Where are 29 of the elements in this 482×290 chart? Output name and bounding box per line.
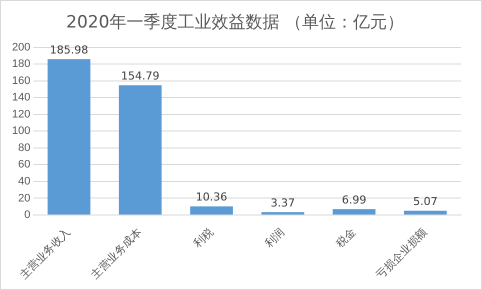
y-tick-label: 180 bbox=[12, 58, 30, 70]
bar bbox=[118, 85, 162, 214]
x-tick-label: 亏损企业损额 bbox=[374, 226, 430, 282]
y-tick-label: 80 bbox=[18, 142, 30, 154]
data-label: 10.36 bbox=[196, 190, 228, 204]
y-tick-label: 0 bbox=[24, 209, 30, 222]
bar bbox=[332, 209, 376, 214]
y-tick-label: 140 bbox=[12, 92, 30, 104]
y-tick-label: 200 bbox=[12, 41, 30, 54]
y-tick-label: 20 bbox=[18, 192, 30, 204]
y-tick-label: 120 bbox=[12, 108, 30, 120]
data-label: 185.98 bbox=[50, 44, 88, 57]
x-tick-label: 主营业务收入 bbox=[17, 226, 74, 282]
bar bbox=[190, 206, 233, 214]
x-tick-label: 利润 bbox=[262, 226, 287, 250]
y-tick-label: 60 bbox=[18, 158, 30, 171]
chart-title: 2020年一季度工业效益数据 （单位：亿元） bbox=[66, 12, 404, 33]
data-label: 5.07 bbox=[413, 195, 438, 208]
bar bbox=[404, 210, 447, 214]
x-tick-label: 主营业务成本 bbox=[88, 226, 144, 282]
data-label: 6.99 bbox=[342, 194, 366, 206]
data-label: 154.79 bbox=[121, 70, 160, 83]
data-label: 3.37 bbox=[270, 196, 296, 210]
x-tick-label: 税金 bbox=[333, 226, 358, 250]
bar bbox=[48, 59, 90, 214]
y-tick-label: 100 bbox=[12, 125, 30, 138]
y-tick-label: 40 bbox=[18, 176, 30, 188]
x-tick-label: 利税 bbox=[190, 226, 216, 250]
y-tick-label: 160 bbox=[12, 74, 30, 87]
